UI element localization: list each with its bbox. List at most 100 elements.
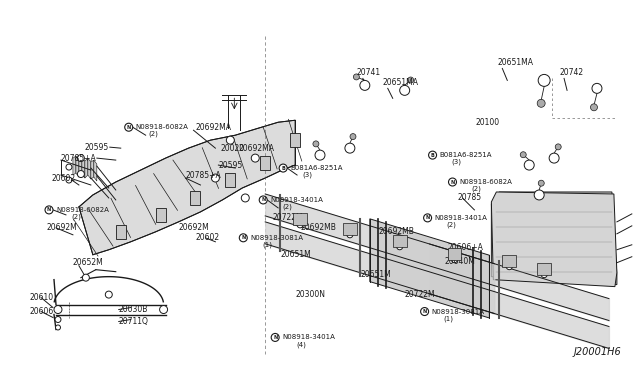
Text: 20602: 20602 — [195, 233, 220, 242]
Bar — [537, 263, 551, 275]
Text: (3): (3) — [451, 159, 461, 165]
Circle shape — [55, 317, 61, 323]
Polygon shape — [79, 120, 295, 255]
Bar — [502, 255, 516, 267]
Circle shape — [350, 134, 356, 140]
Text: 20020: 20020 — [220, 144, 244, 153]
Text: 20606: 20606 — [29, 307, 53, 316]
Bar — [343, 223, 357, 235]
Circle shape — [424, 214, 431, 222]
Text: 20595: 20595 — [84, 142, 109, 152]
Text: N08918-3401A: N08918-3401A — [435, 215, 488, 221]
Circle shape — [315, 150, 325, 160]
Text: 20785+A: 20785+A — [60, 154, 96, 163]
Text: 20742: 20742 — [559, 68, 583, 77]
Text: (2): (2) — [71, 214, 81, 220]
Circle shape — [538, 180, 544, 186]
Bar — [447, 248, 461, 260]
Text: N08918-6082A: N08918-6082A — [136, 124, 189, 130]
Text: 20651MA: 20651MA — [497, 58, 533, 67]
Circle shape — [239, 234, 247, 242]
Circle shape — [353, 74, 360, 80]
Circle shape — [400, 86, 410, 95]
Text: B081A6-8251A: B081A6-8251A — [290, 165, 342, 171]
Text: 20595: 20595 — [218, 161, 243, 170]
Circle shape — [420, 308, 429, 315]
Text: 20651M: 20651M — [280, 250, 311, 259]
Bar — [290, 133, 300, 147]
Text: 20610: 20610 — [29, 293, 53, 302]
Text: B: B — [431, 153, 435, 158]
Circle shape — [534, 190, 544, 200]
Circle shape — [524, 160, 534, 170]
Text: 20652M: 20652M — [73, 258, 104, 267]
Text: 20692M: 20692M — [46, 223, 77, 232]
Circle shape — [125, 123, 132, 131]
Text: N: N — [273, 335, 277, 340]
Circle shape — [66, 177, 72, 183]
Text: 20692MA: 20692MA — [238, 144, 275, 153]
Circle shape — [56, 325, 60, 330]
Text: N: N — [451, 180, 454, 185]
Circle shape — [106, 291, 112, 298]
Circle shape — [54, 305, 62, 314]
Circle shape — [591, 104, 598, 111]
Circle shape — [159, 305, 168, 314]
Circle shape — [241, 194, 249, 202]
Text: 20640M: 20640M — [445, 257, 476, 266]
Circle shape — [252, 154, 259, 162]
Bar — [116, 225, 125, 239]
Polygon shape — [76, 156, 79, 177]
Circle shape — [83, 274, 90, 281]
Circle shape — [297, 222, 303, 228]
Text: (1): (1) — [262, 241, 272, 248]
Text: N: N — [261, 198, 266, 202]
Text: N: N — [241, 235, 245, 240]
Text: N08918-3401A: N08918-3401A — [282, 334, 335, 340]
Bar — [156, 208, 166, 222]
Bar — [260, 156, 270, 170]
Circle shape — [77, 155, 84, 161]
Text: 20741: 20741 — [357, 68, 381, 77]
Bar — [225, 173, 236, 187]
Circle shape — [408, 77, 413, 83]
Circle shape — [347, 232, 353, 238]
Text: N08918-6082A: N08918-6082A — [460, 179, 513, 185]
Text: (4): (4) — [296, 341, 306, 348]
Text: 20785: 20785 — [458, 193, 482, 202]
Circle shape — [537, 99, 545, 107]
Circle shape — [313, 141, 319, 147]
Text: N: N — [127, 125, 131, 130]
Circle shape — [449, 178, 456, 186]
Circle shape — [279, 164, 287, 172]
Bar — [293, 213, 307, 225]
Text: B: B — [281, 166, 285, 171]
Bar — [393, 235, 406, 247]
Text: (2): (2) — [148, 131, 159, 137]
Text: 20651M: 20651M — [361, 270, 392, 279]
Circle shape — [549, 153, 559, 163]
Circle shape — [506, 264, 512, 270]
Circle shape — [592, 83, 602, 93]
Circle shape — [451, 257, 458, 263]
Circle shape — [66, 164, 72, 170]
Polygon shape — [79, 157, 82, 177]
Polygon shape — [88, 158, 91, 179]
Text: J20001H6: J20001H6 — [573, 347, 621, 357]
Text: (2): (2) — [472, 186, 481, 192]
Text: 20606+A: 20606+A — [447, 243, 483, 252]
Text: 20711Q: 20711Q — [119, 317, 148, 326]
Text: B081A6-8251A: B081A6-8251A — [440, 152, 492, 158]
Text: (3): (3) — [302, 172, 312, 178]
Text: (1): (1) — [444, 315, 454, 322]
Text: 20100: 20100 — [476, 118, 500, 127]
Polygon shape — [82, 157, 85, 178]
Circle shape — [397, 244, 403, 250]
Polygon shape — [85, 158, 88, 178]
Text: 20692MA: 20692MA — [195, 123, 232, 132]
Circle shape — [538, 74, 550, 86]
Text: (2): (2) — [447, 222, 456, 228]
Text: 20651MA: 20651MA — [383, 78, 419, 87]
Circle shape — [520, 152, 526, 158]
Text: (2): (2) — [282, 204, 292, 210]
